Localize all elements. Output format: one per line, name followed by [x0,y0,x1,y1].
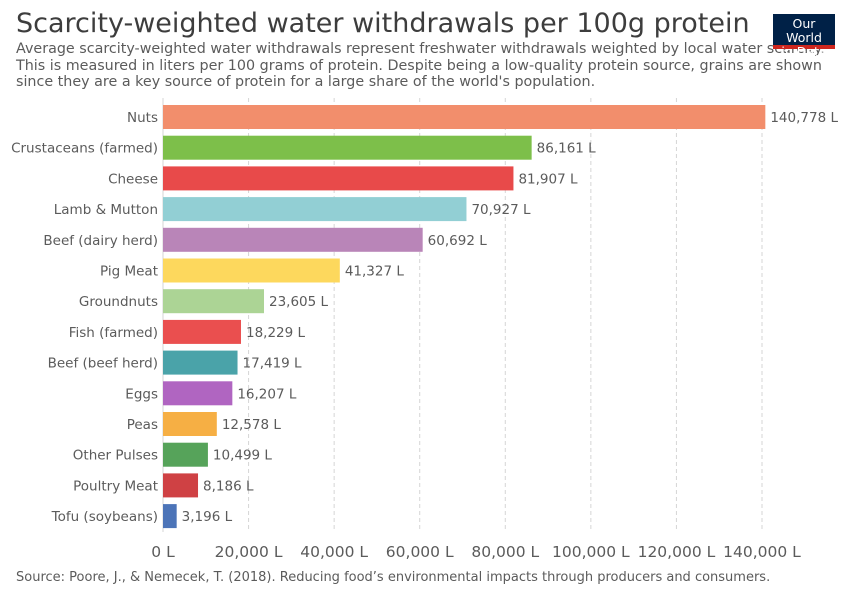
chart-subtitle: Average scarcity-weighted water withdraw… [16,41,832,91]
owid-logo[interactable]: Our World in Data [773,14,835,59]
bar[interactable] [163,350,238,375]
value-label: 140,778 L [770,110,838,126]
bar[interactable] [163,442,208,467]
bar[interactable] [163,197,467,222]
value-label: 17,419 L [243,356,303,372]
category-label: Pig Meat [100,264,158,280]
value-label: 81,907 L [518,171,578,187]
category-label: Cheese [108,171,158,187]
value-label: 60,692 L [428,233,488,249]
value-label: 8,186 L [203,478,254,494]
bar[interactable] [163,412,217,436]
value-label: 10,499 L [213,448,273,464]
chart-bars: Nuts 140,778 L Crustaceans (farmed) 86,161 … [11,105,838,529]
x-tick-label: 80,000 L [471,543,539,561]
x-tick-label: 140,000 L [723,543,801,561]
x-tick-label: 0 L [151,543,175,561]
bar[interactable] [163,227,423,252]
subtitle-line-3: since they are a key source of protein f… [16,74,596,90]
value-label: 16,207 L [237,386,297,402]
subtitle-line-2: This is measured in liters per 100 grams… [16,57,822,74]
bar[interactable] [163,258,340,283]
chart-title: Scarcity-weighted water withdrawals per … [16,8,750,39]
x-tick-label: 40,000 L [300,543,368,561]
category-label: Beef (beef herd) [48,356,158,372]
value-label: 70,927 L [471,202,531,218]
logo-line-2: in Data [781,44,827,59]
category-label: Groundnuts [79,294,158,310]
value-label: 41,327 L [345,264,405,280]
logo-line-1: Our World [786,16,822,45]
bar[interactable] [163,166,514,191]
bar[interactable] [163,289,264,314]
bar[interactable] [163,504,177,529]
category-label: Other Pulses [73,448,158,464]
category-label: Nuts [127,110,158,126]
bar[interactable] [163,473,199,498]
x-tick-label: 100,000 L [552,543,630,561]
category-label: Fish (farmed) [69,325,158,341]
category-label: Peas [127,417,158,433]
value-label: 3,196 L [182,509,233,525]
source-note: Source: Poore, J., & Nemecek, T. (2018).… [16,570,771,585]
x-tick-label: 120,000 L [638,543,716,561]
subtitle-line-1: Average scarcity-weighted water withdraw… [16,41,825,57]
category-label: Tofu (soybeans) [51,509,158,525]
chart-grid [162,98,763,532]
x-tick-label: 60,000 L [386,543,454,561]
bar[interactable] [163,381,233,406]
x-tick-label: 20,000 L [215,543,283,561]
category-label: Lamb & Mutton [54,202,158,218]
bar[interactable] [163,135,532,160]
value-label: 23,605 L [269,294,329,310]
value-label: 12,578 L [222,417,282,433]
bar[interactable] [163,319,241,344]
category-label: Crustaceans (farmed) [11,141,158,157]
category-label: Beef (dairy herd) [43,233,158,249]
value-label: 18,229 L [246,325,306,341]
bar[interactable] [163,105,766,129]
x-axis: 0 L 20,000 L 40,000 L 60,000 L 80,000 L 100,0… [151,543,801,561]
value-label: 86,161 L [537,141,597,157]
category-label: Poultry Meat [73,478,158,494]
category-label: Eggs [125,386,158,402]
